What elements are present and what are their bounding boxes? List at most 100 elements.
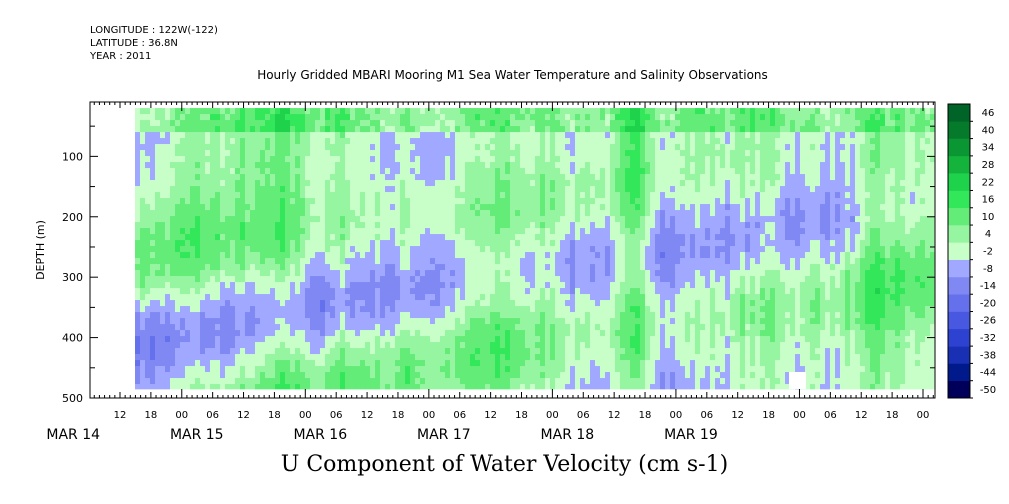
heatmap-cell — [530, 258, 536, 265]
heatmap-cell — [460, 288, 466, 295]
heatmap-cell — [360, 108, 366, 115]
heatmap-cell — [405, 276, 411, 283]
heatmap-cell — [135, 276, 141, 283]
heatmap-cell — [250, 216, 256, 223]
heatmap-cell — [390, 108, 396, 115]
heatmap-cell — [290, 282, 296, 289]
heatmap-cell — [170, 366, 176, 373]
heatmap-cell — [385, 234, 391, 241]
heatmap-cell — [635, 126, 641, 133]
heatmap-cell — [275, 240, 281, 247]
heatmap-cell — [525, 120, 531, 127]
heatmap-cell — [195, 180, 201, 187]
heatmap-cell — [430, 294, 436, 301]
heatmap-cell — [350, 324, 356, 331]
heatmap-cell — [270, 114, 276, 121]
heatmap-cell — [610, 174, 616, 181]
heatmap-cell — [445, 354, 451, 361]
heatmap-cell — [405, 114, 411, 121]
heatmap-cell — [230, 300, 236, 307]
heatmap-cell — [335, 378, 341, 385]
heatmap-cell — [400, 120, 406, 127]
heatmap-cell — [505, 330, 511, 337]
heatmap-cell — [410, 288, 416, 295]
heatmap-cell — [460, 258, 466, 265]
heatmap-cell — [535, 276, 541, 283]
heatmap-cell — [440, 198, 446, 205]
heatmap-cell — [240, 264, 246, 271]
heatmap-cell — [365, 234, 371, 241]
heatmap-cell — [605, 312, 611, 319]
heatmap-cell — [290, 210, 296, 217]
heatmap-cell — [630, 216, 636, 223]
heatmap-cell — [240, 228, 246, 235]
heatmap-cell — [525, 318, 531, 325]
heatmap-cell — [510, 228, 516, 235]
heatmap-cell — [655, 126, 661, 133]
heatmap-cell — [580, 384, 586, 390]
heatmap-cell — [525, 108, 531, 115]
heatmap-cell — [620, 324, 626, 331]
heatmap-cell — [315, 246, 321, 253]
heatmap-cell — [415, 312, 421, 319]
heatmap-cell — [250, 336, 256, 343]
heatmap-cell — [550, 180, 556, 187]
heatmap-cell — [625, 288, 631, 295]
heatmap-cell — [365, 192, 371, 199]
heatmap-cell — [550, 174, 556, 181]
heatmap-cell — [325, 234, 331, 241]
heatmap-cell — [385, 228, 391, 235]
heatmap-cell — [335, 282, 341, 289]
heatmap-cell — [585, 276, 591, 283]
heatmap-cell — [245, 132, 251, 139]
heatmap-cell — [310, 288, 316, 295]
heatmap-cell — [210, 360, 216, 367]
heatmap-cell — [160, 132, 166, 139]
heatmap-cell — [515, 276, 521, 283]
heatmap-cell — [360, 324, 366, 331]
heatmap-cell — [480, 180, 486, 187]
heatmap-cell — [135, 222, 141, 229]
heatmap-cell — [215, 192, 221, 199]
heatmap-cell — [630, 180, 636, 187]
heatmap-cell — [620, 240, 626, 247]
heatmap-cell — [415, 342, 421, 349]
heatmap-cell — [265, 372, 271, 379]
heatmap-cell — [405, 300, 411, 307]
heatmap-cell — [290, 114, 296, 121]
heatmap-cell — [405, 240, 411, 247]
heatmap-cell — [455, 162, 461, 169]
heatmap-cell — [150, 378, 156, 385]
heatmap-cell — [305, 264, 311, 271]
heatmap-cell — [590, 228, 596, 235]
heatmap-cell — [545, 312, 551, 319]
heatmap-cell — [280, 372, 286, 379]
heatmap-cell — [260, 180, 266, 187]
heatmap-cell — [520, 324, 526, 331]
heatmap-cell — [360, 318, 366, 325]
heatmap-cell — [475, 342, 481, 349]
heatmap-cell — [440, 210, 446, 217]
heatmap-cell — [260, 132, 266, 139]
heatmap-cell — [455, 348, 461, 355]
heatmap-cell — [580, 336, 586, 343]
heatmap-cell — [360, 330, 366, 337]
heatmap-cell — [585, 162, 591, 169]
heatmap-cell — [295, 174, 301, 181]
heatmap-cell — [150, 306, 156, 313]
heatmap-cell — [615, 306, 621, 313]
heatmap-cell — [445, 150, 451, 157]
heatmap-cell — [600, 384, 606, 390]
heatmap-cell — [385, 132, 391, 139]
heatmap-cell — [170, 150, 176, 157]
heatmap-cell — [310, 228, 316, 235]
heatmap-cell — [500, 222, 506, 229]
heatmap-cell — [310, 246, 316, 253]
heatmap-cell — [585, 282, 591, 289]
heatmap-cell — [215, 306, 221, 313]
heatmap-cell — [525, 132, 531, 139]
heatmap-cell — [175, 228, 181, 235]
heatmap-cell — [635, 240, 641, 247]
heatmap-cell — [410, 264, 416, 271]
heatmap-cell — [645, 294, 651, 301]
